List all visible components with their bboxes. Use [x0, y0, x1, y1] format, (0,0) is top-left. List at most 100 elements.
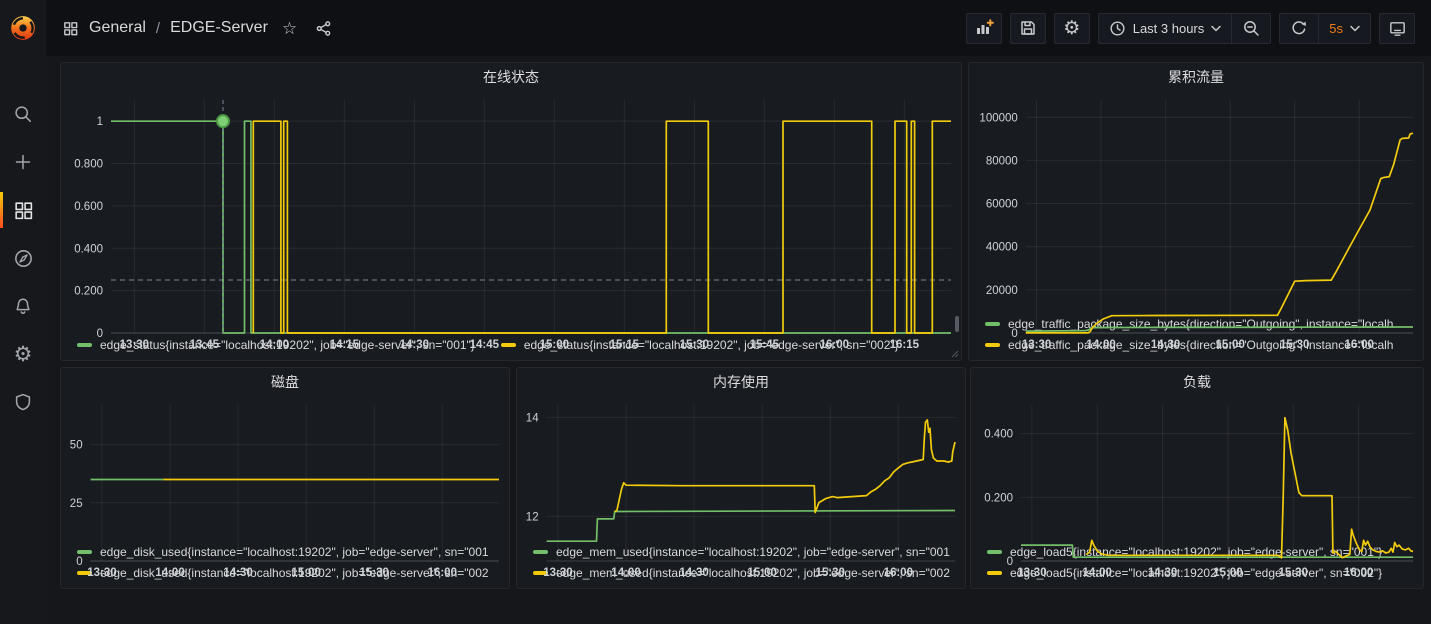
shield-icon — [13, 392, 33, 412]
x-axis-tick-label: 16:00 — [1344, 567, 1373, 579]
star-dashboard-button[interactable]: ☆ — [278, 18, 301, 39]
share-dashboard-button[interactable] — [311, 18, 336, 39]
grafana-logo[interactable] — [0, 0, 46, 56]
series-line — [253, 121, 951, 333]
x-axis-tick-label: 13:30 — [1017, 567, 1046, 579]
y-axis-tick-label: 25 — [70, 498, 83, 510]
x-axis-tick-label: 15:30 — [360, 567, 389, 579]
x-axis-tick-label: 14:00 — [260, 339, 289, 351]
x-axis-tick-label: 14:30 — [400, 339, 429, 351]
panel-load: 负载 00.2000.40013:3014:0014:3015:0015:301… — [970, 367, 1424, 589]
x-axis-tick-label: 13:30 — [87, 567, 116, 579]
y-axis-tick-label: 0.400 — [984, 429, 1013, 441]
search-icon — [13, 104, 33, 124]
gear-icon: ⚙ — [1063, 19, 1080, 38]
sidebar-item-dashboards[interactable] — [0, 186, 46, 234]
chart-canvas: 121413:3014:0014:3015:0015:3016:00 — [517, 395, 965, 582]
y-axis-tick-label: 0 — [1011, 328, 1017, 340]
x-axis-tick-label: 16:00 — [884, 567, 913, 579]
zoom-out-icon — [1242, 19, 1260, 37]
x-axis-tick-label: 14:30 — [223, 567, 252, 579]
navbar: General / EDGE-Server ☆ — [0, 0, 1431, 56]
cycle-view-mode-button[interactable] — [1379, 13, 1415, 44]
dashboard-settings-button[interactable]: ⚙ — [1054, 13, 1090, 44]
x-axis-tick-label: 13:30 — [1022, 339, 1051, 351]
y-axis-tick-label: 1 — [97, 116, 103, 128]
x-axis-tick-label: 16:15 — [890, 339, 920, 351]
x-axis-tick-label: 14:00 — [611, 567, 640, 579]
x-axis-tick-label: 15:30 — [1279, 567, 1308, 579]
chart-cumulative-traffic[interactable]: 02000040000600008000010000013:3014:0014:… — [969, 90, 1423, 312]
x-axis-tick-label: 14:15 — [330, 339, 360, 351]
x-axis-tick-label: 13:30 — [120, 339, 149, 351]
breadcrumb-separator: / — [156, 20, 160, 37]
panel-title[interactable]: 负载 — [971, 368, 1423, 395]
sidebar-item-create[interactable] — [0, 138, 46, 186]
y-axis-tick-label: 80000 — [986, 155, 1018, 167]
sidebar-item-configuration[interactable]: ⚙ — [0, 330, 46, 378]
y-axis-tick-label: 12 — [526, 511, 539, 523]
chevron-down-icon — [1211, 25, 1221, 32]
x-axis-tick-label: 15:00 — [747, 567, 776, 579]
x-axis-tick-label: 16:00 — [1345, 339, 1374, 351]
refresh-group: 5s — [1279, 13, 1371, 44]
breadcrumb-section[interactable]: General — [89, 19, 146, 37]
x-axis-tick-label: 15:00 — [540, 339, 569, 351]
refresh-interval-select[interactable]: 5s — [1318, 14, 1370, 43]
panel-title[interactable]: 累积流量 — [969, 63, 1423, 90]
chart-canvas: 02000040000600008000010000013:3014:0014:… — [969, 90, 1423, 354]
plus-icon — [13, 152, 33, 172]
y-axis-tick-label: 50 — [70, 440, 83, 452]
panel-resize-handle[interactable] — [950, 349, 959, 358]
panel-title[interactable]: 磁盘 — [61, 368, 509, 395]
y-axis-tick-label: 0 — [97, 328, 103, 340]
x-axis-tick-label: 15:30 — [680, 339, 709, 351]
clock-icon — [1109, 20, 1126, 37]
series-line — [111, 121, 951, 333]
y-axis-tick-label: 0 — [1007, 556, 1013, 568]
star-icon: ☆ — [282, 20, 297, 37]
sidebar-item-server-admin[interactable] — [0, 378, 46, 426]
refresh-icon — [1290, 19, 1308, 37]
series-line — [615, 420, 955, 513]
share-icon — [315, 20, 332, 37]
x-axis-tick-label: 16:00 — [820, 339, 849, 351]
grafana-logo-icon — [9, 14, 37, 42]
save-dashboard-button[interactable] — [1010, 13, 1046, 44]
legend-scrollbar[interactable] — [955, 316, 959, 332]
bell-icon — [13, 296, 33, 316]
x-axis-tick-label: 14:00 — [1083, 567, 1112, 579]
compass-icon — [13, 248, 34, 269]
time-range-label: Last 3 hours — [1133, 21, 1205, 36]
y-axis-tick-label: 0.800 — [74, 159, 103, 171]
chevron-down-icon — [1350, 25, 1360, 32]
panel-title[interactable]: 在线状态 — [61, 63, 961, 90]
x-axis-tick-label: 13:30 — [543, 567, 572, 579]
chart-memory-usage[interactable]: 121413:3014:0014:3015:0015:3016:00 — [517, 395, 965, 540]
time-range-picker[interactable]: Last 3 hours — [1099, 14, 1232, 43]
chart-online-status[interactable]: 00.2000.4000.6000.800113:3013:4514:0014:… — [61, 90, 961, 333]
y-axis-tick-label: 0.400 — [74, 243, 103, 255]
x-axis-tick-label: 15:15 — [610, 339, 640, 351]
sidebar-item-alerting[interactable] — [0, 282, 46, 330]
breadcrumb-title[interactable]: EDGE-Server — [170, 19, 268, 37]
panel-memory-usage: 内存使用 121413:3014:0014:3015:0015:3016:00 … — [516, 367, 966, 589]
y-axis-tick-label: 0.600 — [74, 201, 103, 213]
chart-disk[interactable]: 0255013:3014:0014:3015:0015:3016:00 — [61, 395, 509, 540]
y-axis-tick-label: 60000 — [986, 199, 1018, 211]
chart-load[interactable]: 00.2000.40013:3014:0014:3015:0015:3016:0… — [971, 395, 1423, 540]
y-axis-tick-label: 0.200 — [984, 492, 1013, 504]
panel-title[interactable]: 内存使用 — [517, 368, 965, 395]
x-axis-tick-label: 16:00 — [428, 567, 457, 579]
add-panel-button[interactable] — [966, 13, 1002, 44]
monitor-icon — [1388, 19, 1407, 38]
chart-canvas: 0255013:3014:0014:3015:0015:3016:00 — [61, 395, 509, 582]
panel-disk: 磁盘 0255013:3014:0014:3015:0015:3016:00 e… — [60, 367, 510, 589]
annotation-point[interactable] — [217, 115, 229, 127]
refresh-button[interactable] — [1280, 14, 1318, 43]
zoom-out-button[interactable] — [1231, 14, 1270, 43]
x-axis-tick-label: 14:00 — [1086, 339, 1115, 351]
sidebar-item-explore[interactable] — [0, 234, 46, 282]
y-axis-tick-label: 0.200 — [74, 286, 103, 298]
sidebar-item-search[interactable] — [0, 90, 46, 138]
